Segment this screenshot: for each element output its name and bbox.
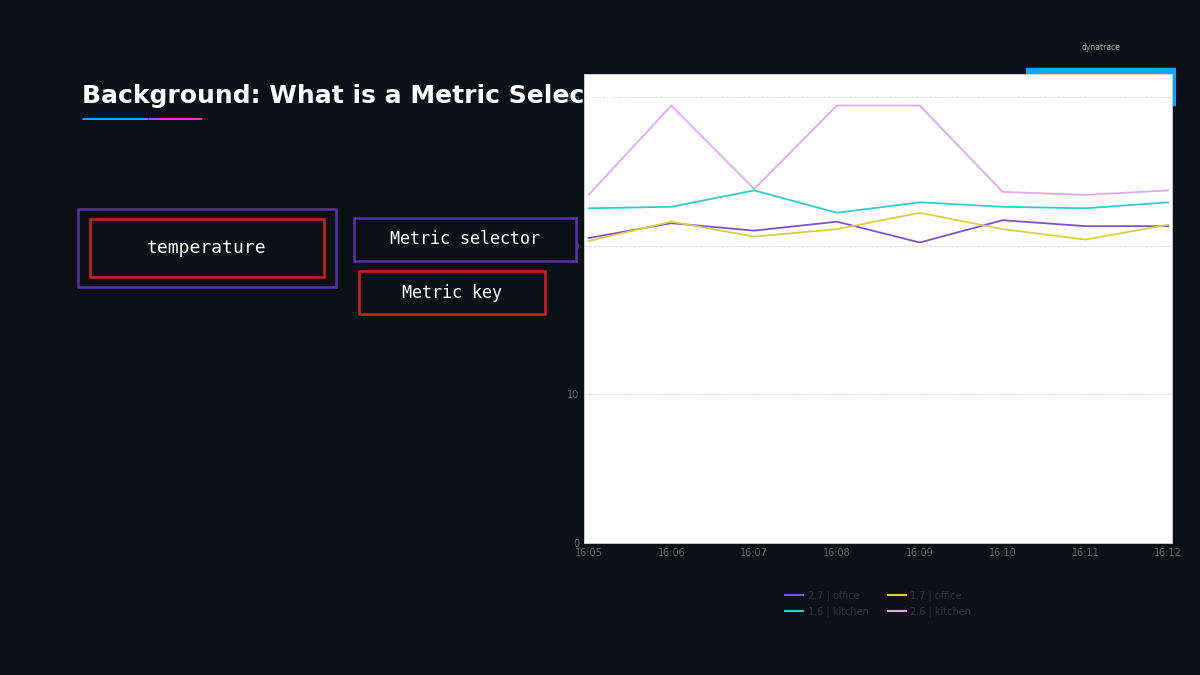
Text: temperature: temperature xyxy=(148,239,266,257)
Text: Metric selector: Metric selector xyxy=(390,230,540,248)
Text: dynatrace: dynatrace xyxy=(1081,43,1121,52)
Legend: 2.7 | office, 1.6 | kitchen, 1.7 | office, 2.6 | kitchen: 2.7 | office, 1.6 | kitchen, 1.7 | offic… xyxy=(781,587,976,620)
Text: Background: What is a Metric Selector?: Background: What is a Metric Selector? xyxy=(82,84,640,109)
Bar xyxy=(1026,68,1176,105)
Text: Metric key: Metric key xyxy=(402,284,502,302)
Text: Performance Clinic: Performance Clinic xyxy=(1052,82,1150,90)
Text: webinar series: webinar series xyxy=(1075,132,1127,138)
